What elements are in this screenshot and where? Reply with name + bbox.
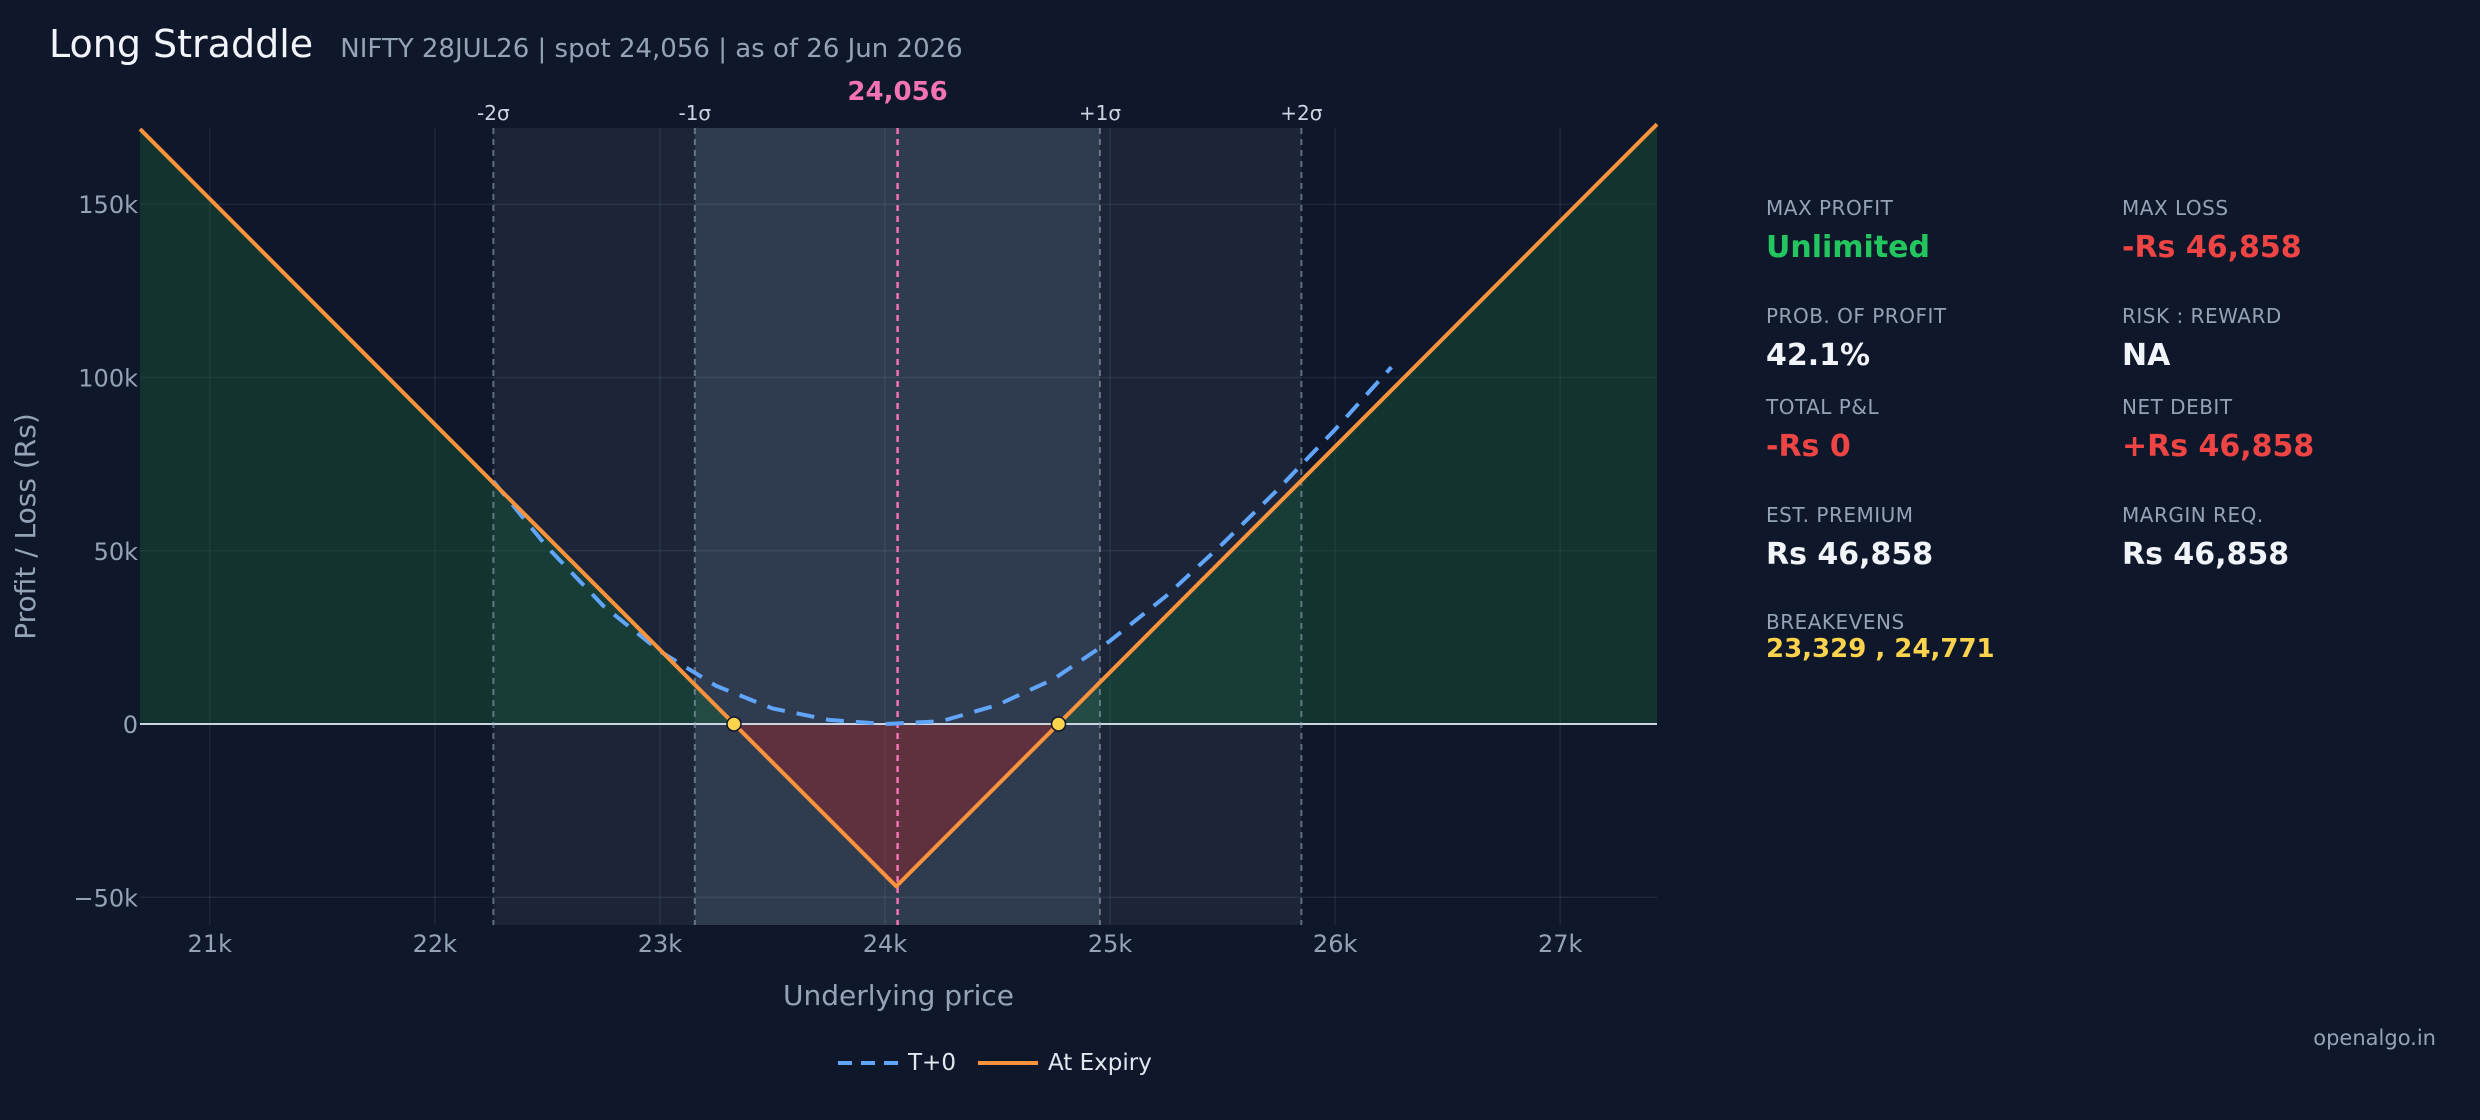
t0-line [491,365,1393,727]
stat-value: -Rs 46,858 [2122,230,2302,265]
sigma-label: +2σ [1280,101,1322,125]
stat-label: RISK : REWARD [2122,304,2282,328]
stat-value: -Rs 0 [1766,429,1851,464]
stat-net-debit: NET DEBIT +Rs 46,858 [2122,395,2314,464]
stat-label: PROB. OF PROFIT [1766,304,1947,328]
strategy-title: Long Straddle [49,22,314,66]
solid-line-swatch [977,1061,1038,1065]
sigma-label: +1σ [1079,101,1121,125]
chart-header: Long Straddle NIFTY 28JUL26 | spot 24,05… [49,22,963,66]
breakeven-markers [726,716,1067,732]
stat-max-profit: MAX PROFIT Unlimited [1766,196,1930,265]
stat-value: 23,329 , 24,771 [1766,634,1995,664]
expiry-line [138,122,1659,889]
stat-value: NA [2122,338,2171,373]
x-tick-label: 23k [638,930,683,958]
y-tick-label: −50k [73,884,138,912]
stat-label: MAX PROFIT [1766,196,1894,220]
stat-label: MARGIN REQ. [2122,503,2264,527]
x-tick-label: 21k [188,930,233,958]
y-axis-title: Profit / Loss (Rs) [9,413,42,639]
stat-label: BREAKEVENS [1766,610,1905,634]
stat-value: +Rs 46,858 [2122,429,2315,464]
y-tick-label: 50k [94,538,139,566]
stat-label: NET DEBIT [2122,395,2233,419]
strategy-subtitle: NIFTY 28JUL26 | spot 24,056 | as of 26 J… [340,34,963,64]
x-tick-label: 24k [863,930,908,958]
stat-value: Rs 46,858 [2122,537,2290,572]
stat-label: MAX LOSS [2122,196,2229,220]
stat-value: Rs 46,858 [1766,537,1934,572]
dashed-line-swatch [838,1061,898,1065]
x-tick-label: 22k [413,930,458,958]
y-tick-label: 100k [78,364,138,392]
axis-labels: 21k 22k 23k 24k 25k 26k 27k −50k 0 50k 100k 150k -2σ… [9,77,1583,1012]
x-tick-label: 26k [1313,930,1358,958]
stat-margin-req: MARGIN REQ. Rs 46,858 [2122,503,2289,572]
y-tick-label: 0 [123,711,138,739]
y-tick-label: 150k [78,191,138,219]
stat-value: Unlimited [1766,230,1930,265]
spot-label: 24,056 [847,77,947,107]
stat-prob-profit: PROB. OF PROFIT 42.1% [1766,304,1947,373]
stat-est-premium: EST. PREMIUM Rs 46,858 [1766,503,1933,572]
stat-risk-reward: RISK : REWARD NA [2122,304,2282,373]
loss-fill [734,724,1059,887]
payoff-chart: 21k 22k 23k 24k 25k 26k 27k −50k 0 50k 100k 150k -2σ… [9,77,1659,1012]
x-tick-label: 25k [1088,930,1133,958]
chart-legend: T+0 At Expiry [838,1050,1174,1076]
series-lines [138,122,1659,889]
sigma-label: -2σ [477,101,510,125]
legend-label-t0: T+0 [908,1050,956,1076]
legend-label-expiry: At Expiry [1047,1050,1152,1076]
x-tick-label: 27k [1538,930,1583,958]
legend-item-t0[interactable]: T+0 [838,1050,956,1076]
brand-label: openalgo.in [2313,1026,2436,1050]
stat-label: TOTAL P&L [1766,395,1880,419]
legend-item-expiry[interactable]: At Expiry [977,1050,1152,1076]
breakeven-marker [726,716,742,732]
stat-breakevens: BREAKEVENS 23,329 , 24,771 [1766,610,1995,664]
stat-max-loss: MAX LOSS -Rs 46,858 [2122,196,2302,265]
stat-label: EST. PREMIUM [1766,503,1914,527]
stat-value: 42.1% [1766,338,1871,373]
sigma-label: -1σ [678,101,711,125]
breakeven-marker [1050,716,1067,732]
stat-total-pnl: TOTAL P&L -Rs 0 [1766,395,1879,464]
x-axis-title: Underlying price [783,979,1014,1012]
